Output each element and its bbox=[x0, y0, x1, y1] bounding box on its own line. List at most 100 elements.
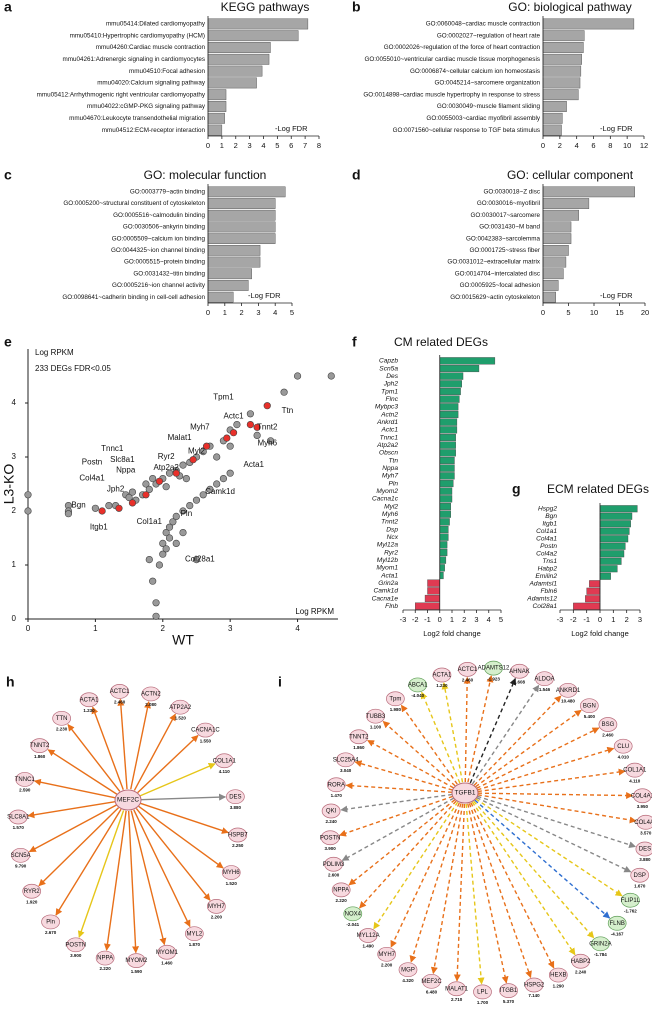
edge bbox=[339, 795, 453, 837]
x-tick-label: 12 bbox=[640, 141, 648, 150]
category-label: Adamts12 bbox=[526, 596, 557, 603]
node bbox=[336, 752, 355, 768]
bar bbox=[439, 487, 453, 495]
category-label: GO:0030016~myofibril bbox=[477, 200, 540, 207]
point bbox=[24, 507, 32, 515]
node-value: 2.200 bbox=[381, 962, 393, 967]
node bbox=[548, 967, 568, 983]
category-label: Bgn bbox=[545, 513, 557, 520]
bar bbox=[207, 30, 299, 42]
node-value: 2.590 bbox=[19, 788, 31, 793]
category-label: Hspg2 bbox=[538, 506, 557, 513]
edge bbox=[117, 698, 128, 790]
point bbox=[155, 561, 164, 569]
node-label: TNNC1 bbox=[15, 777, 36, 783]
point-label: Myh6 bbox=[257, 439, 277, 448]
bar bbox=[439, 395, 460, 403]
node bbox=[127, 953, 146, 968]
bar bbox=[207, 209, 276, 221]
node bbox=[607, 915, 627, 931]
chart-title: GO: cellular component bbox=[507, 168, 634, 182]
point bbox=[172, 469, 180, 477]
point bbox=[142, 491, 150, 499]
panel-letter: h bbox=[6, 674, 15, 690]
edge bbox=[463, 676, 471, 783]
point bbox=[263, 402, 271, 410]
node-label: TUBB3 bbox=[366, 714, 386, 720]
bar bbox=[599, 565, 618, 573]
category-label: Acta1 bbox=[380, 572, 398, 579]
y-tick-label: 1 bbox=[12, 560, 17, 569]
category-label: GO:0014704~intercalated disc bbox=[455, 270, 540, 277]
bar bbox=[207, 233, 276, 244]
edge bbox=[139, 763, 216, 797]
bar bbox=[439, 564, 445, 572]
point bbox=[192, 555, 201, 564]
node bbox=[324, 856, 343, 872]
node-value: 1.230 bbox=[436, 683, 448, 688]
x-unit-note: Log RPKM bbox=[295, 607, 334, 616]
category-label: mmu05412:Arrhythmogenic right ventricula… bbox=[37, 91, 206, 98]
node bbox=[422, 973, 441, 989]
bar bbox=[439, 433, 456, 442]
x-tick-label: 8 bbox=[317, 141, 321, 150]
node-value: 1.980 bbox=[390, 707, 402, 712]
edge bbox=[474, 799, 611, 919]
point bbox=[64, 510, 73, 518]
chart-title: GO: biological pathway bbox=[508, 0, 631, 14]
category-label: Tnnt2 bbox=[381, 519, 398, 526]
edge bbox=[354, 760, 453, 791]
bar bbox=[207, 42, 271, 53]
node-label: ATP2A2 bbox=[169, 705, 192, 711]
node-label: POSTN bbox=[320, 835, 341, 841]
node-value: 1.670 bbox=[634, 883, 646, 888]
point bbox=[91, 504, 99, 512]
node-value: 4.010 bbox=[618, 754, 630, 759]
node-label: BGN bbox=[583, 703, 596, 709]
node-value: 2.460 bbox=[114, 700, 126, 705]
node bbox=[535, 671, 554, 687]
edge bbox=[453, 803, 466, 982]
x-tick-label: 8 bbox=[608, 141, 612, 150]
bar bbox=[207, 256, 261, 268]
x-tick-label: 3 bbox=[228, 624, 233, 633]
bar bbox=[439, 510, 451, 518]
point bbox=[162, 483, 170, 491]
node-value: 3.880 bbox=[230, 805, 242, 810]
node-label: ACTA1 bbox=[432, 673, 452, 679]
bar bbox=[542, 268, 564, 280]
node bbox=[510, 663, 529, 679]
node-label: QKI bbox=[326, 809, 337, 815]
x-tick-label: -3 bbox=[557, 615, 564, 624]
point bbox=[267, 437, 275, 445]
category-label: GO:0005516~calmodulin binding bbox=[113, 212, 205, 219]
node bbox=[432, 667, 452, 683]
edge bbox=[430, 803, 464, 975]
bar bbox=[207, 198, 276, 209]
node-value: 2.460 bbox=[602, 733, 614, 738]
bar bbox=[207, 245, 261, 256]
point bbox=[128, 488, 137, 496]
edge bbox=[47, 749, 118, 795]
point-label: Myl2 bbox=[188, 447, 205, 456]
point bbox=[186, 502, 194, 510]
node-value: 2.220 bbox=[99, 966, 111, 971]
x-tick-label: 10 bbox=[623, 141, 631, 150]
node-value: 10.480 bbox=[561, 698, 575, 703]
node-label: MYL12A bbox=[357, 933, 380, 939]
node-value: 1.860 bbox=[34, 754, 46, 759]
bar bbox=[599, 535, 629, 543]
point bbox=[149, 475, 157, 483]
x-tick-label: -1 bbox=[424, 615, 431, 624]
node-label: NPPA bbox=[333, 887, 349, 893]
point bbox=[162, 528, 170, 537]
node bbox=[22, 883, 42, 899]
category-label: mmu05414:Dilated cardiomyopathy bbox=[106, 21, 206, 28]
point bbox=[165, 534, 174, 542]
node-label: PDLIM3 bbox=[323, 862, 345, 868]
bar bbox=[439, 518, 450, 526]
point-label: Tpm1 bbox=[213, 393, 234, 402]
edge bbox=[345, 782, 453, 793]
x-axis-label: Log2 fold change bbox=[423, 629, 481, 638]
category-label: Myh7 bbox=[382, 473, 398, 480]
